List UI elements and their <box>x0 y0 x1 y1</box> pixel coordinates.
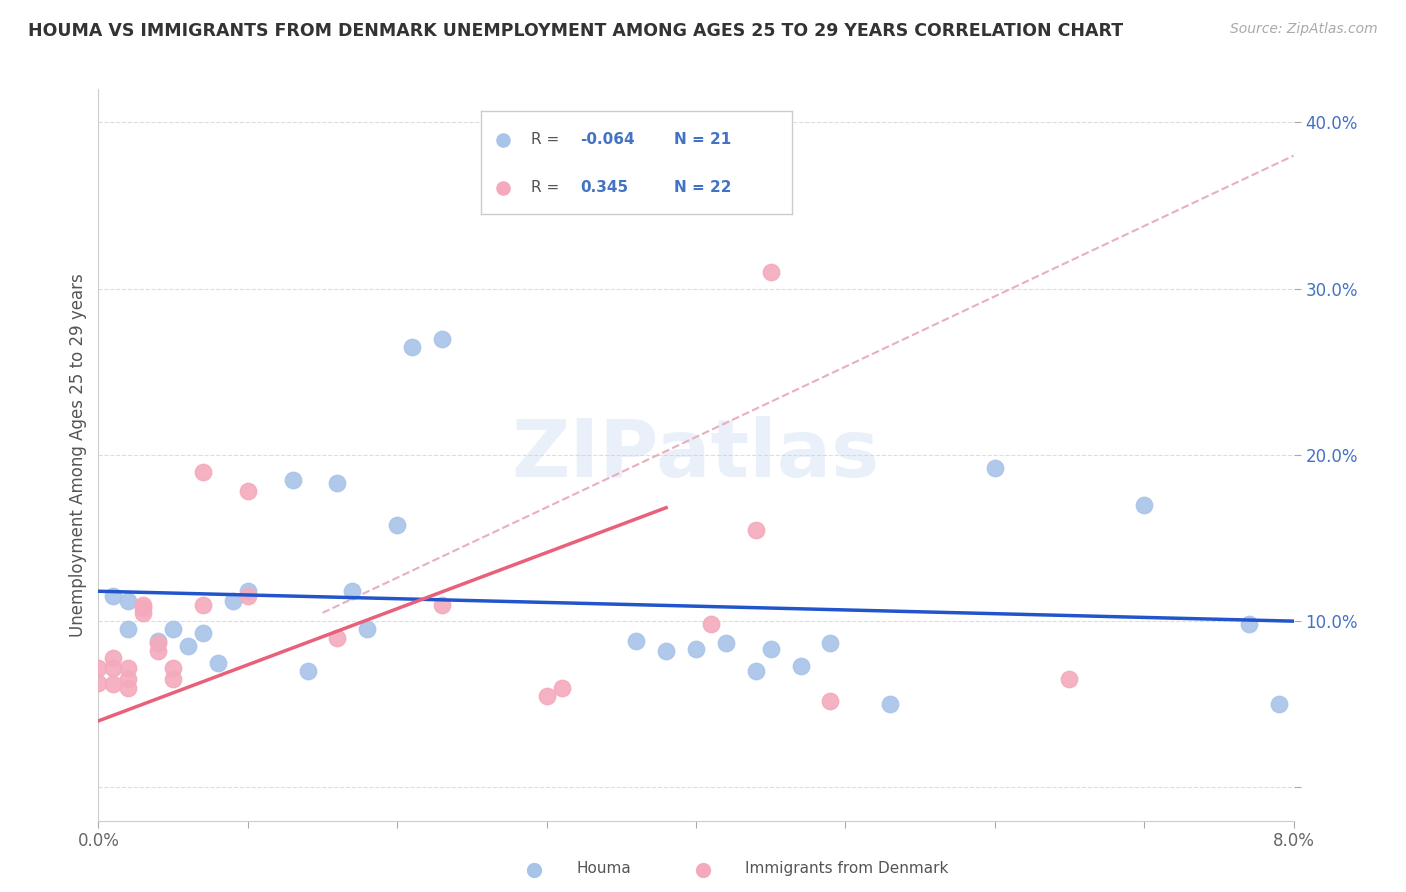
Point <box>1059 673 1081 687</box>
Point <box>385 517 409 532</box>
Point <box>87 661 110 675</box>
Point <box>148 636 170 650</box>
Point <box>401 340 423 354</box>
Point <box>87 675 110 690</box>
Point <box>297 664 319 678</box>
Point <box>536 689 558 703</box>
Point <box>820 694 842 708</box>
Point <box>326 476 349 491</box>
Point <box>191 465 214 479</box>
Point <box>103 677 125 691</box>
Point <box>207 656 229 670</box>
Point <box>356 623 378 637</box>
Point <box>117 661 139 675</box>
Point <box>162 623 184 637</box>
Point <box>789 659 811 673</box>
Point <box>624 634 647 648</box>
Text: Immigrants from Denmark: Immigrants from Denmark <box>745 861 949 876</box>
Point <box>148 644 170 658</box>
Point <box>236 484 259 499</box>
Point <box>342 584 364 599</box>
Point <box>326 631 349 645</box>
Point <box>117 681 139 695</box>
Text: Houma: Houma <box>576 861 631 876</box>
Point <box>117 594 139 608</box>
Point <box>655 644 678 658</box>
Text: ZIPatlas: ZIPatlas <box>512 416 880 494</box>
Point <box>745 664 768 678</box>
Point <box>162 673 184 687</box>
Point <box>745 523 768 537</box>
Point <box>236 589 259 603</box>
Point <box>162 661 184 675</box>
Point <box>103 650 125 665</box>
Point <box>685 642 707 657</box>
Point <box>191 625 214 640</box>
Point <box>236 584 259 599</box>
Point <box>222 594 245 608</box>
Point <box>550 681 572 695</box>
Point <box>103 661 125 675</box>
Point <box>281 473 304 487</box>
Point <box>759 265 782 279</box>
Point <box>117 673 139 687</box>
Point <box>506 152 529 166</box>
Point <box>820 636 842 650</box>
Point <box>1237 617 1260 632</box>
Point <box>759 642 782 657</box>
Point <box>700 617 723 632</box>
Point <box>177 639 200 653</box>
Y-axis label: Unemployment Among Ages 25 to 29 years: Unemployment Among Ages 25 to 29 years <box>69 273 87 637</box>
Point <box>117 623 139 637</box>
Point <box>879 698 901 712</box>
Point <box>1267 698 1289 712</box>
Point <box>148 634 170 648</box>
Point <box>132 600 155 615</box>
Point <box>103 589 125 603</box>
Point <box>430 332 453 346</box>
Point <box>132 598 155 612</box>
Text: HOUMA VS IMMIGRANTS FROM DENMARK UNEMPLOYMENT AMONG AGES 25 TO 29 YEARS CORRELAT: HOUMA VS IMMIGRANTS FROM DENMARK UNEMPLO… <box>28 22 1123 40</box>
Point <box>132 606 155 620</box>
Text: Source: ZipAtlas.com: Source: ZipAtlas.com <box>1230 22 1378 37</box>
Point <box>191 598 214 612</box>
Point <box>983 461 1005 475</box>
Point <box>714 636 737 650</box>
Point <box>430 598 453 612</box>
Point <box>1133 498 1156 512</box>
